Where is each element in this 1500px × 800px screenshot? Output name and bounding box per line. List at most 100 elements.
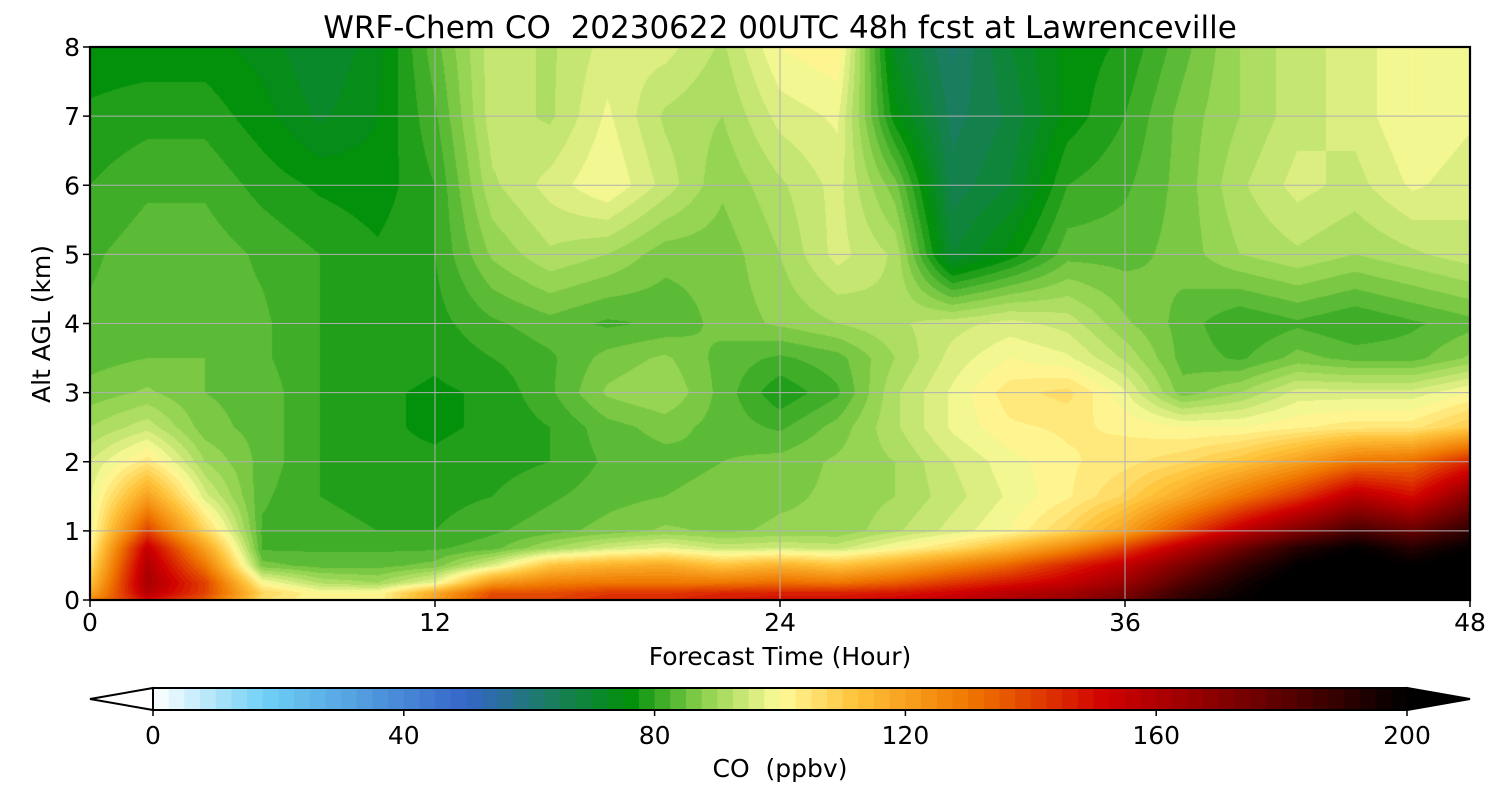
colorbar-ticks: 0 40 80 120 160 200 [145, 710, 1431, 750]
colorbar-segment [403, 688, 421, 710]
colorbar-segment [748, 688, 765, 710]
colorbar-segment [1156, 688, 1173, 710]
colorbar-segment [341, 688, 358, 710]
x-tick-label: 24 [764, 608, 796, 637]
colorbar-segment [184, 688, 201, 710]
colorbar-segment [999, 688, 1016, 710]
colorbar-segment [325, 688, 342, 710]
x-tick-label: 0 [82, 608, 98, 637]
colorbar-segment [638, 688, 656, 710]
colorbar-segment [701, 688, 718, 710]
colorbar-segment [1344, 688, 1361, 710]
colorbar-segment [1140, 688, 1157, 710]
colorbar-segment [889, 688, 906, 710]
colorbar-segment [1077, 688, 1095, 710]
colorbar-segment [1062, 688, 1079, 710]
colorbar-segment [513, 688, 530, 710]
y-tick-label: 0 [64, 586, 80, 615]
colorbar-extend-high [1406, 686, 1471, 712]
y-axis: 0 1 2 3 4 5 6 7 8 [64, 33, 90, 615]
colorbar-segment [215, 688, 232, 710]
colorbar-segment [544, 688, 562, 710]
colorbar-segment [1046, 688, 1063, 710]
colorbar-segment [874, 688, 891, 710]
y-tick-label: 5 [64, 240, 80, 269]
colorbar-segment [1391, 688, 1408, 710]
colorbar-tick-label: 160 [1132, 721, 1180, 750]
colorbar: 0 40 80 120 160 200 CO (ppbv) [89, 686, 1471, 783]
colorbar-segments [153, 688, 1408, 710]
colorbar-segment [654, 688, 671, 710]
colorbar-segment [576, 688, 593, 710]
colorbar-segment [1375, 688, 1392, 710]
colorbar-segment [952, 688, 969, 710]
colorbar-segment [153, 688, 170, 710]
colorbar-segment [200, 688, 217, 710]
colorbar-segment [466, 688, 483, 710]
colorbar-segment [482, 688, 499, 710]
colorbar-segment [356, 688, 374, 710]
colorbar-segment [905, 688, 922, 710]
colorbar-segment [1015, 688, 1032, 710]
colorbar-segment [247, 688, 264, 710]
y-tick-label: 8 [64, 33, 80, 62]
y-tick-label: 4 [64, 310, 80, 339]
colorbar-segment [811, 688, 828, 710]
colorbar-segment [529, 688, 546, 710]
colorbar-segment [1281, 688, 1298, 710]
y-tick-label: 6 [64, 171, 80, 200]
colorbar-segment [968, 688, 985, 710]
colorbar-segment [1297, 688, 1314, 710]
colorbar-segment [827, 688, 844, 710]
colorbar-segment [262, 688, 279, 710]
colorbar-segment [1328, 688, 1345, 710]
colorbar-segment [1093, 688, 1110, 710]
colorbar-segment [670, 688, 687, 710]
y-tick-label: 3 [64, 379, 80, 408]
x-tick-label: 48 [1454, 608, 1486, 637]
colorbar-segment [842, 688, 859, 710]
colorbar-segment [560, 688, 577, 710]
colorbar-segment [921, 688, 938, 710]
x-tick-label: 36 [1109, 608, 1141, 637]
colorbar-segment [795, 688, 812, 710]
colorbar-segment [764, 688, 781, 710]
y-tick-label: 7 [64, 102, 80, 131]
colorbar-segment [1218, 688, 1236, 710]
colorbar-segment [1250, 688, 1267, 710]
y-axis-label: Alt AGL (km) [27, 245, 56, 403]
colorbar-segment [1030, 688, 1048, 710]
colorbar-segment [231, 688, 248, 710]
colorbar-segment [497, 688, 515, 710]
colorbar-segment [858, 688, 875, 710]
colorbar-segment [717, 688, 734, 710]
colorbar-segment [1359, 688, 1377, 710]
colorbar-tick-label: 0 [145, 721, 161, 750]
colorbar-segment [309, 688, 327, 710]
colorbar-segment [732, 688, 750, 710]
colorbar-segment [780, 688, 797, 710]
colorbar-segment [294, 688, 311, 710]
y-tick-label: 1 [64, 517, 80, 546]
colorbar-tick-label: 120 [882, 721, 930, 750]
colorbar-segment [1203, 688, 1220, 710]
y-tick-label: 2 [64, 448, 80, 477]
colorbar-segment [278, 688, 295, 710]
x-tick-label: 12 [419, 608, 451, 637]
colorbar-segment [1234, 688, 1251, 710]
colorbar-segment [623, 688, 640, 710]
colorbar-segment [419, 688, 436, 710]
colorbar-segment [168, 688, 185, 710]
colorbar-segment [983, 688, 1001, 710]
colorbar-segment [1187, 688, 1204, 710]
colorbar-segment [1312, 688, 1330, 710]
colorbar-label: CO (ppbv) [713, 754, 848, 783]
colorbar-extend-low [89, 686, 154, 712]
plot-frame [88, 45, 1472, 602]
colorbar-segment [685, 688, 703, 710]
colorbar-tick-label: 200 [1383, 721, 1431, 750]
colorbar-frame [152, 687, 1408, 711]
colorbar-segment [1124, 688, 1142, 710]
chart-title: WRF-Chem CO 20230622 00UTC 48h fcst at L… [323, 10, 1237, 46]
